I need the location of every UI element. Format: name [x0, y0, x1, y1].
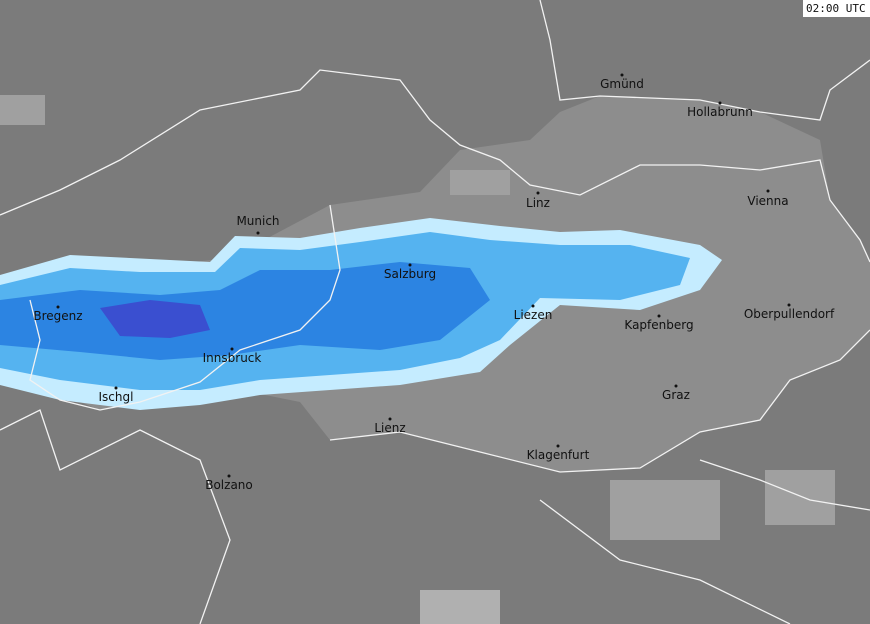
- border: [539, 0, 870, 121]
- city-dot: [227, 474, 231, 478]
- city-dot: [718, 101, 722, 105]
- city-dot: [388, 417, 392, 421]
- city-dot: [536, 191, 540, 195]
- border: [699, 459, 870, 511]
- border: [329, 329, 870, 473]
- cities: Gmünd Hollabrunn Linz Vienna Munich Salz…: [33, 73, 835, 492]
- city-label: Linz: [526, 196, 550, 210]
- city-label: Bregenz: [33, 309, 82, 323]
- city-label: Innsbruck: [203, 351, 262, 365]
- city-dot: [674, 384, 678, 388]
- city-label: Bolzano: [205, 478, 253, 492]
- city-dot: [657, 314, 661, 318]
- city-label: Klagenfurt: [527, 448, 590, 462]
- border: [29, 204, 341, 411]
- city-dot: [556, 444, 560, 448]
- timestamp-box: [803, 0, 870, 17]
- echo: [450, 170, 510, 195]
- city-label: Graz: [662, 388, 690, 402]
- city-dot: [56, 305, 60, 309]
- city-label: Lienz: [374, 421, 405, 435]
- echo: [420, 590, 500, 624]
- city-label: Munich: [236, 214, 279, 228]
- city-label: Vienna: [747, 194, 788, 208]
- border: [0, 69, 870, 263]
- echo: [610, 480, 720, 540]
- city-dot: [787, 303, 791, 307]
- city-dot: [230, 347, 234, 351]
- city-dot: [620, 73, 624, 77]
- city-dot: [408, 263, 412, 267]
- border: [0, 409, 231, 624]
- city-dot: [256, 231, 260, 235]
- city-label: Gmünd: [600, 77, 644, 91]
- city-label: Kapfenberg: [624, 318, 693, 332]
- city-dot: [766, 189, 770, 193]
- city-label: Hollabrunn: [687, 105, 753, 119]
- light-echoes: [0, 95, 835, 624]
- snow-intense: [100, 300, 210, 338]
- city-dot: [114, 386, 118, 390]
- echo: [0, 95, 45, 125]
- city-label: Liezen: [514, 308, 553, 322]
- border: [539, 499, 791, 624]
- city-label: Ischgl: [99, 390, 134, 404]
- precipitation: [0, 218, 722, 410]
- echo: [765, 470, 835, 525]
- timestamp: 02:00 UTC: [806, 2, 866, 15]
- city-label: Salzburg: [384, 267, 436, 281]
- city-dot: [531, 304, 535, 308]
- city-label: Oberpullendorf: [744, 307, 835, 321]
